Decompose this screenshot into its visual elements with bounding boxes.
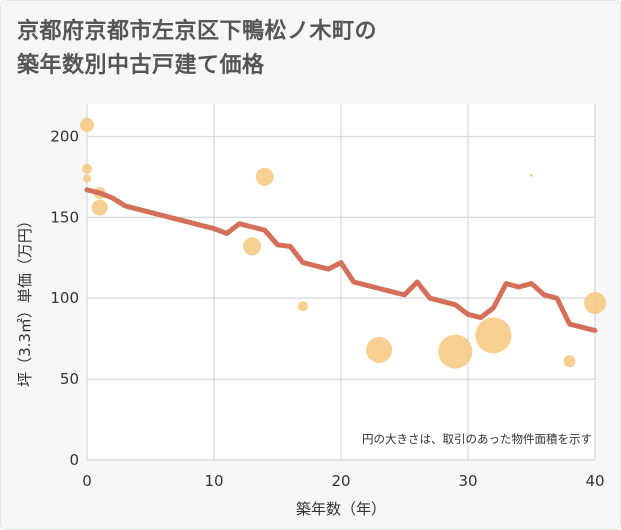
bubble-1 xyxy=(82,163,92,174)
y-tick-label-200: 200 xyxy=(50,127,79,145)
y-axis-ticks: 0 50 100 150 200 xyxy=(50,127,79,469)
bubble-0 xyxy=(80,118,94,133)
bubble-layer xyxy=(80,118,606,369)
x-tick-label-10: 10 xyxy=(204,472,223,490)
x-tick-label-40: 40 xyxy=(585,472,604,490)
bubble-5 xyxy=(243,237,262,256)
series-line-0 xyxy=(84,187,598,333)
chart-title: 京都府京都市左京区下鴨松ノ木町の 築年数別中古戸建て価格 xyxy=(17,15,377,83)
bubble-10 xyxy=(475,317,512,354)
bubble-8 xyxy=(366,336,393,363)
x-tick-label-20: 20 xyxy=(331,472,350,490)
chart-title-line2: 築年数別中古戸建て価格 xyxy=(17,53,265,78)
bubble-13 xyxy=(584,292,606,315)
line-layer xyxy=(84,187,598,333)
bubble-12 xyxy=(563,355,576,368)
y-tick-label-0: 0 xyxy=(69,451,79,469)
x-axis-ticks: 0 10 20 30 40 xyxy=(82,472,604,490)
bubble-4 xyxy=(91,199,108,216)
x-axis-label: 築年数（年） xyxy=(296,500,386,518)
y-axis-label: 坪（3.3㎡）単価（万円） xyxy=(16,213,34,387)
bubble-2 xyxy=(83,174,91,183)
y-tick-label-150: 150 xyxy=(50,208,79,226)
x-tick-label-0: 0 xyxy=(82,472,92,490)
bubble-size-note: 円の大きさは、取引のあった物件面積を示す xyxy=(362,432,592,446)
bubble-6 xyxy=(255,167,274,186)
y-tick-label-100: 100 xyxy=(50,289,79,307)
bubble-11 xyxy=(530,173,533,177)
y-tick-label-50: 50 xyxy=(60,370,79,388)
bubble-9 xyxy=(438,334,473,369)
bubble-7 xyxy=(297,301,308,312)
chart-title-line1: 京都府京都市左京区下鴨松ノ木町の xyxy=(17,19,378,44)
x-tick-label-30: 30 xyxy=(458,472,477,490)
